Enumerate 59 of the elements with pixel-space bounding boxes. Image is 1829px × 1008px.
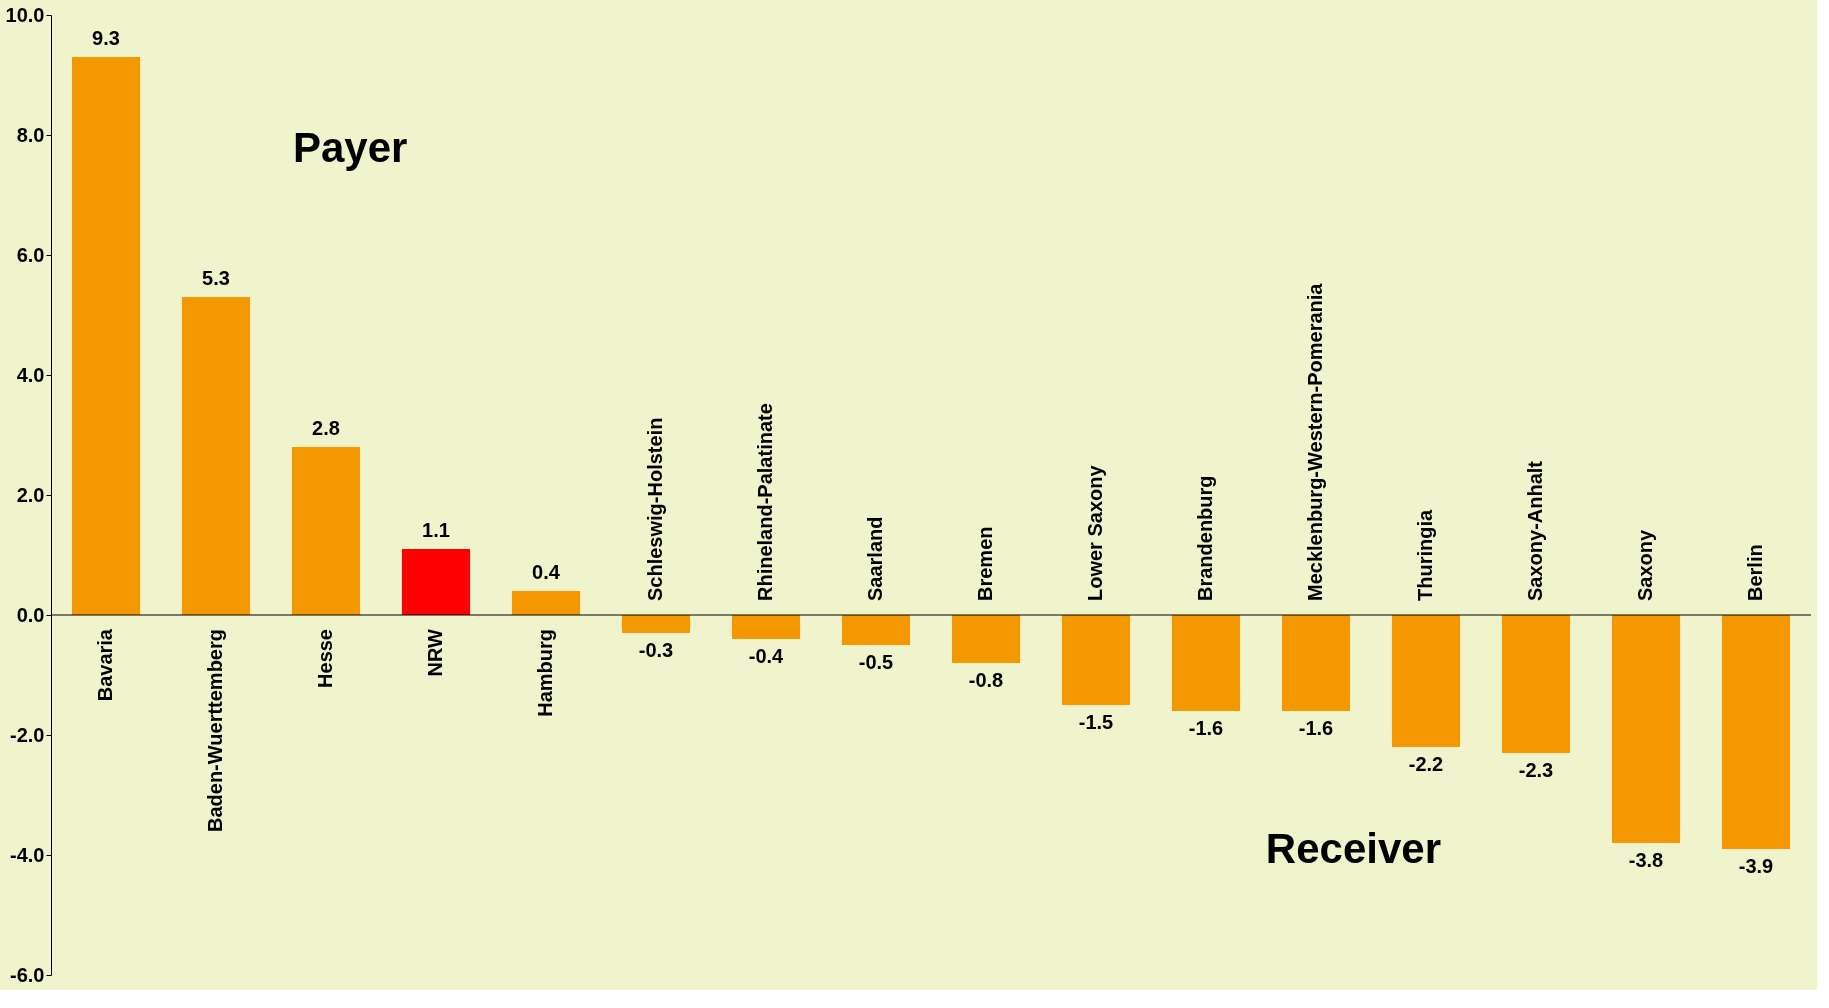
annotation: Payer (292, 124, 408, 172)
y-tick-label: 2.0 (16, 483, 45, 506)
x-tick-label: Saxony-Anhalt (1524, 460, 1546, 601)
x-tick-label: Thuringia (1414, 509, 1436, 601)
bar (291, 447, 361, 615)
data-label: -0.4 (748, 645, 785, 667)
bar (511, 591, 581, 615)
bar (841, 615, 911, 645)
y-tick-label: 0.0 (16, 603, 45, 626)
y-tick-label: 8.0 (16, 123, 45, 146)
x-tick-label: Bavaria (94, 628, 116, 702)
bar (181, 297, 251, 615)
x-tick-label: Saarland (864, 516, 886, 601)
x-tick-label: Saxony (1634, 528, 1656, 601)
bar (1281, 615, 1351, 711)
bar (71, 57, 141, 615)
x-tick-label: Berlin (1744, 544, 1766, 601)
data-label: -3.8 (1628, 849, 1664, 871)
x-tick-label: Mecklenburg-Western-Pomerania (1304, 282, 1326, 601)
data-label: -1.6 (1298, 717, 1334, 739)
data-label: -3.9 (1738, 855, 1774, 877)
data-label: 0.4 (532, 561, 561, 583)
bar (731, 615, 801, 639)
x-tick-label: Bremen (974, 526, 996, 601)
y-tick-label: 6.0 (16, 243, 45, 266)
y-tick-label: 10.0 (5, 3, 45, 26)
bar (401, 549, 471, 615)
data-label: -0.3 (638, 639, 674, 661)
x-tick-label: Hamburg (534, 629, 556, 717)
bar (951, 615, 1021, 663)
bar (1061, 615, 1131, 705)
bar (1171, 615, 1241, 711)
data-label: -1.6 (1188, 717, 1224, 739)
data-label: -0.5 (858, 651, 894, 673)
bar (1611, 615, 1681, 843)
y-tick-label: -2.0 (10, 723, 45, 746)
x-tick-label: Lower Saxony (1084, 464, 1106, 601)
data-label: -2.3 (1518, 759, 1554, 781)
x-tick-label: NRW (424, 628, 446, 677)
bar (1721, 615, 1791, 849)
data-label: 9.3 (92, 27, 120, 49)
data-label: -2.2 (1408, 753, 1444, 775)
y-tick-label: 4.0 (16, 363, 45, 386)
x-tick-label: Rhineland-Palatinate (754, 403, 776, 601)
y-tick-label: -4.0 (10, 843, 45, 866)
data-label: 5.3 (202, 267, 230, 289)
bar (1391, 615, 1461, 747)
data-label: 2.8 (312, 417, 340, 439)
x-tick-label: Hesse (314, 629, 336, 688)
data-label: -1.5 (1078, 711, 1114, 733)
bar (1501, 615, 1571, 753)
bar (621, 615, 691, 633)
annotation: Receiver (1265, 825, 1441, 873)
x-tick-label: Brandenburg (1194, 475, 1216, 601)
x-tick-label: Baden-Wuerttemberg (204, 629, 226, 832)
y-tick-label: -6.0 (10, 963, 45, 986)
x-tick-label: Schleswig-Holstein (644, 417, 666, 601)
data-label: 1.1 (422, 519, 450, 541)
data-label: -0.8 (968, 669, 1004, 691)
